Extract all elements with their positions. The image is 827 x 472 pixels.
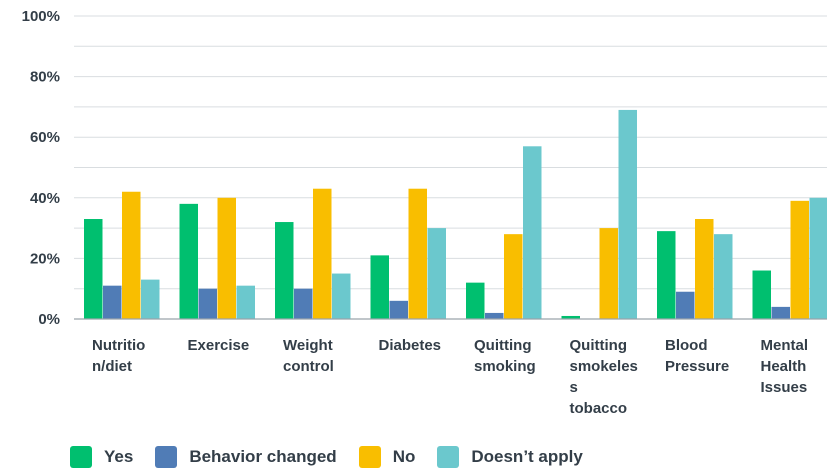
bar bbox=[409, 189, 428, 319]
legend-item: Doesn’t apply bbox=[437, 446, 582, 468]
bar bbox=[199, 289, 218, 319]
legend-label: No bbox=[393, 447, 416, 467]
bar bbox=[504, 234, 523, 319]
y-tick-label: 40% bbox=[30, 190, 60, 207]
y-tick-label: 100% bbox=[22, 8, 60, 25]
legend-label: Yes bbox=[104, 447, 133, 467]
bar bbox=[695, 219, 714, 319]
bar bbox=[332, 274, 351, 319]
bar bbox=[600, 228, 619, 319]
legend-label: Behavior changed bbox=[189, 447, 336, 467]
bar bbox=[122, 192, 141, 319]
bar bbox=[485, 313, 504, 319]
legend-item: No bbox=[359, 446, 416, 468]
y-tick-label: 80% bbox=[30, 69, 60, 86]
bar bbox=[791, 201, 810, 319]
legend-item: Yes bbox=[70, 446, 133, 468]
bar bbox=[275, 222, 294, 319]
x-tick-label: Diabetes bbox=[379, 337, 442, 354]
bar bbox=[313, 189, 332, 319]
legend-label: Doesn’t apply bbox=[471, 447, 582, 467]
bar bbox=[390, 301, 409, 319]
bar bbox=[657, 231, 676, 319]
legend-swatch bbox=[359, 446, 381, 468]
bar bbox=[103, 286, 122, 319]
bar bbox=[466, 283, 485, 319]
x-tick-label: Exercise bbox=[188, 337, 250, 354]
legend-swatch bbox=[437, 446, 459, 468]
bar bbox=[772, 307, 791, 319]
y-tick-label: 60% bbox=[30, 129, 60, 146]
bar bbox=[428, 228, 447, 319]
bar bbox=[714, 234, 733, 319]
bar bbox=[371, 255, 390, 319]
legend-swatch bbox=[155, 446, 177, 468]
bar bbox=[237, 286, 256, 319]
bar bbox=[676, 292, 695, 319]
bar bbox=[218, 198, 237, 319]
bar bbox=[810, 198, 827, 319]
bars bbox=[84, 110, 827, 319]
bar bbox=[141, 280, 160, 319]
y-tick-label: 20% bbox=[30, 250, 60, 267]
bar bbox=[523, 146, 542, 319]
bar bbox=[619, 110, 638, 319]
legend-swatch bbox=[70, 446, 92, 468]
bar bbox=[294, 289, 313, 319]
y-tick-label: 0% bbox=[38, 311, 60, 328]
bar bbox=[753, 271, 772, 319]
bar bbox=[180, 204, 199, 319]
y-axis-ticks: 0% 20% 40% 60% 80% 100% bbox=[22, 8, 60, 328]
bar bbox=[84, 219, 103, 319]
legend-item: Behavior changed bbox=[155, 446, 336, 468]
